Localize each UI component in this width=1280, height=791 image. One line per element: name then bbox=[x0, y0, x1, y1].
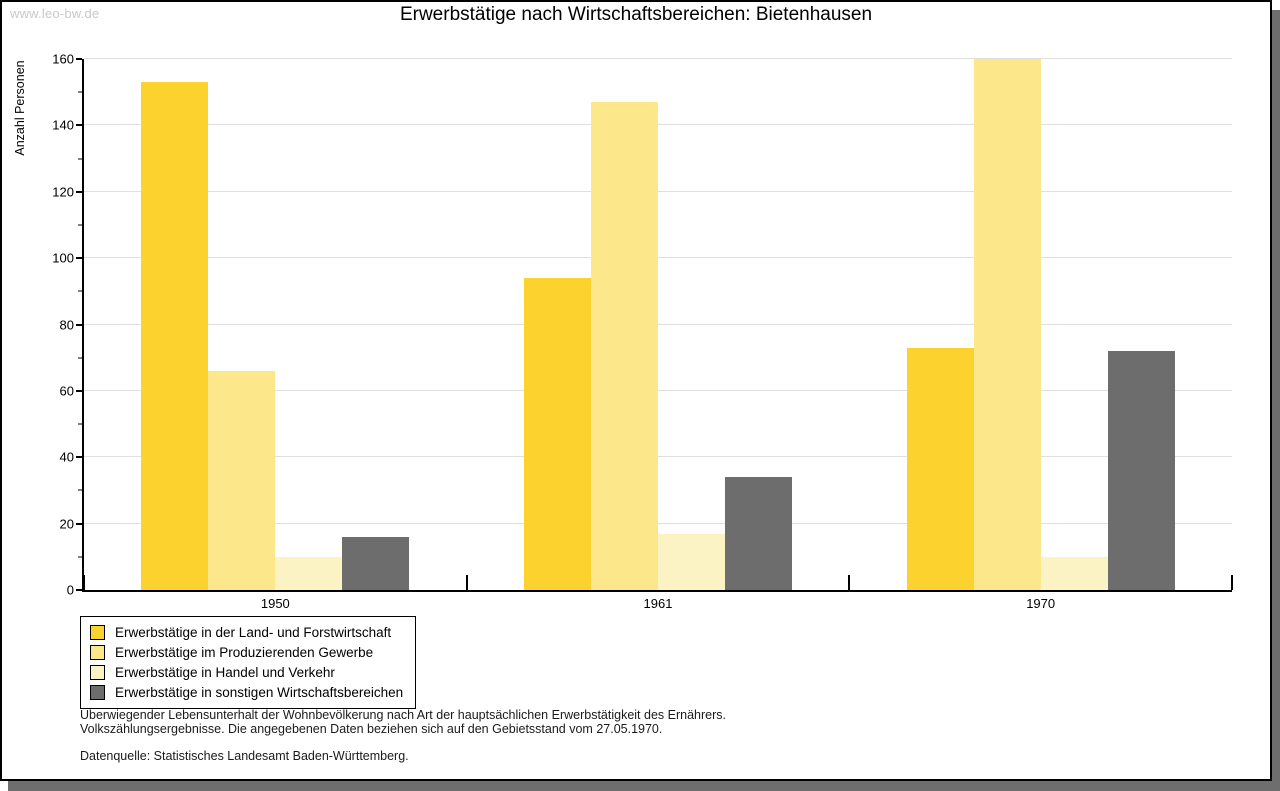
bar-1961-series-4 bbox=[724, 477, 792, 590]
y-tick-140 bbox=[76, 124, 82, 127]
bar-1950-series-3 bbox=[275, 556, 343, 590]
y-minor-tick-50 bbox=[78, 423, 82, 425]
y-minor-tick-90 bbox=[78, 290, 82, 292]
bar-1950-series-2 bbox=[208, 370, 276, 590]
bar-1970-series-4 bbox=[1107, 351, 1175, 590]
bar-1961-series-1 bbox=[523, 278, 591, 590]
bar-1950-series-1 bbox=[141, 82, 209, 590]
bar-1970-series-1 bbox=[906, 347, 974, 590]
legend-item-4: Erwerbstätige in sonstigen Wirtschaftsbe… bbox=[90, 682, 403, 702]
bar-1961-series-3 bbox=[657, 533, 725, 590]
bar-1961-series-2 bbox=[590, 102, 658, 590]
legend-label-4: Erwerbstätige in sonstigen Wirtschaftsbe… bbox=[115, 684, 404, 700]
legend-box: Erwerbstätige in der Land- und Forstwirt… bbox=[80, 616, 417, 709]
plot-area bbox=[82, 58, 1233, 592]
gridline-20 bbox=[84, 522, 1232, 524]
watermark: www.leo-bw.de bbox=[10, 6, 100, 21]
y-tick-label-160: 160 bbox=[52, 51, 74, 67]
y-tick-label-100: 100 bbox=[52, 250, 74, 266]
gridline-60 bbox=[84, 389, 1232, 391]
legend-label-3: Erwerbstätige in Handel und Verkehr bbox=[115, 664, 335, 680]
x-category-label-1950: 1950 bbox=[260, 596, 290, 611]
y-axis: 0 20 40 60 80 100 120 140 160 bbox=[2, 53, 82, 597]
gridline-80 bbox=[84, 323, 1232, 325]
legend-item-3: Erwerbstätige in Handel und Verkehr bbox=[90, 662, 403, 682]
y-minor-tick-110 bbox=[78, 224, 82, 226]
y-tick-label-60: 60 bbox=[59, 383, 74, 399]
y-tick-80 bbox=[76, 323, 82, 326]
y-minor-tick-130 bbox=[78, 158, 82, 160]
y-minor-tick-10 bbox=[78, 556, 82, 558]
legend-swatch-2 bbox=[90, 644, 105, 660]
y-tick-label-40: 40 bbox=[59, 449, 74, 465]
x-tick-2 bbox=[848, 575, 851, 590]
legend-swatch-3 bbox=[90, 664, 105, 680]
y-tick-label-80: 80 bbox=[59, 317, 74, 332]
gridline-120 bbox=[84, 190, 1232, 192]
x-axis-labels: 1950 1961 1970 bbox=[84, 596, 1232, 614]
legend-swatch-1 bbox=[90, 624, 105, 640]
legend-item-1: Erwerbstätige in der Land- und Forstwirt… bbox=[90, 622, 403, 642]
gridline-40 bbox=[84, 456, 1232, 458]
x-category-label-1961: 1961 bbox=[643, 596, 673, 611]
bar-1970-series-2 bbox=[973, 59, 1041, 590]
y-tick-100 bbox=[76, 257, 82, 260]
y-tick-60 bbox=[76, 389, 82, 392]
y-tick-0 bbox=[76, 589, 82, 591]
y-tick-label-120: 120 bbox=[52, 184, 74, 200]
footer-note-line2: Volkszählungsergebnisse. Die angegebenen… bbox=[80, 722, 663, 736]
footer-note-line1: Überwiegender Lebensunterhalt der Wohnbe… bbox=[80, 708, 726, 722]
gridline-160 bbox=[84, 58, 1232, 59]
x-category-label-1970: 1970 bbox=[1026, 596, 1056, 611]
gridline-140 bbox=[84, 124, 1232, 126]
y-tick-label-20: 20 bbox=[59, 516, 74, 532]
chart-title: Erwerbstätige nach Wirtschaftsbereichen:… bbox=[399, 4, 873, 25]
bar-group-1950 bbox=[84, 59, 467, 590]
bar-1970-series-3 bbox=[1040, 556, 1108, 590]
x-tick-1 bbox=[465, 575, 468, 590]
y-tick-20 bbox=[76, 522, 82, 525]
bar-1950-series-4 bbox=[342, 536, 410, 590]
gridline-100 bbox=[84, 257, 1232, 259]
x-tick-3 bbox=[1231, 575, 1233, 590]
y-minor-tick-70 bbox=[78, 357, 82, 359]
footer-source: Datenquelle: Statistisches Landesamt Bad… bbox=[80, 749, 409, 763]
y-tick-label-0: 0 bbox=[66, 582, 74, 598]
footer-notes: Überwiegender Lebensunterhalt der Wohnbe… bbox=[80, 708, 726, 763]
bar-group-1961 bbox=[467, 59, 850, 590]
y-tick-120 bbox=[76, 190, 82, 193]
bar-group-1970 bbox=[849, 59, 1232, 590]
y-tick-160 bbox=[76, 58, 82, 60]
legend-swatch-4 bbox=[90, 684, 105, 700]
y-tick-label-140: 140 bbox=[52, 117, 74, 133]
legend-label-2: Erwerbstätige im Produzierenden Gewerbe bbox=[115, 644, 374, 660]
y-minor-tick-30 bbox=[78, 489, 82, 491]
y-minor-tick-150 bbox=[78, 91, 82, 93]
y-tick-40 bbox=[76, 456, 82, 459]
legend-item-2: Erwerbstätige im Produzierenden Gewerbe bbox=[90, 642, 403, 662]
x-tick-0 bbox=[83, 575, 85, 590]
legend-label-1: Erwerbstätige in der Land- und Forstwirt… bbox=[115, 624, 392, 640]
